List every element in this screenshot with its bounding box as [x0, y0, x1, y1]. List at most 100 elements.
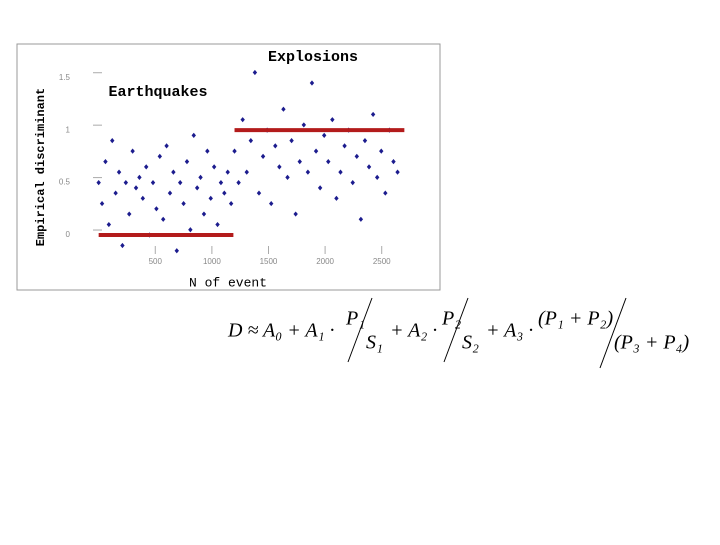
point	[309, 80, 315, 86]
chart-title: Explosions	[268, 49, 358, 66]
point	[133, 185, 139, 191]
point	[338, 169, 343, 175]
point	[321, 132, 327, 139]
point	[391, 159, 396, 165]
fraction-slash	[347, 297, 373, 363]
x-axis-label: N of event	[189, 275, 267, 290]
point	[366, 164, 372, 170]
point	[208, 195, 213, 201]
fraction-slash	[443, 297, 469, 363]
y-tick-label: 0.5	[59, 178, 71, 187]
point	[144, 164, 149, 170]
point	[350, 179, 355, 186]
point	[248, 138, 254, 144]
point	[277, 164, 282, 170]
x-tick-label: 500	[149, 257, 163, 266]
point	[167, 190, 173, 196]
point	[123, 179, 129, 186]
formula-text: D ≈ A₀ + A₁ ·	[227, 320, 335, 342]
point	[374, 174, 380, 180]
y-axis-label: Empirical discriminant	[34, 88, 48, 246]
point	[174, 248, 179, 254]
point	[273, 143, 278, 149]
formula-text: (P₃ + P₄)	[614, 332, 689, 354]
point	[160, 216, 166, 222]
point	[395, 169, 400, 175]
point	[106, 221, 112, 228]
formula-text: S₂	[462, 332, 479, 354]
point	[326, 159, 331, 165]
point	[313, 148, 319, 154]
point	[236, 179, 241, 186]
point	[281, 106, 286, 112]
plot: 1.5 1 0.5 0 500 1000 1500 2000 2500	[59, 69, 405, 266]
formula-text: + A₃ ·	[486, 320, 533, 342]
point	[334, 195, 339, 201]
y-tick-label: 1	[66, 125, 71, 134]
point	[330, 117, 335, 123]
point	[191, 132, 196, 139]
point	[113, 190, 118, 196]
point	[222, 190, 227, 196]
point	[244, 169, 249, 175]
point	[140, 195, 146, 201]
point	[260, 153, 266, 159]
point	[297, 159, 302, 165]
point	[370, 111, 376, 118]
point	[150, 179, 156, 186]
point	[317, 185, 323, 191]
point	[130, 148, 135, 154]
point	[362, 138, 368, 144]
point	[305, 169, 311, 175]
point	[225, 169, 230, 175]
point	[96, 179, 101, 186]
point	[171, 169, 176, 175]
point	[285, 174, 290, 180]
formula-text: (P₁ + P₂)	[538, 308, 613, 330]
annotation: Earthquakes	[108, 84, 207, 101]
point	[188, 227, 193, 233]
point	[240, 117, 245, 123]
point	[252, 69, 258, 76]
point	[116, 169, 122, 175]
point	[383, 190, 388, 196]
point	[120, 242, 125, 249]
formula-text: P₂	[441, 308, 461, 330]
point	[184, 159, 190, 165]
y-tick-label: 1.5	[59, 73, 71, 82]
fraction-slash	[599, 297, 627, 369]
formula: D ≈ A₀ + A₁ · P₁ S₁ + A₂ · P₂ S₂ + A₃ · …	[227, 297, 689, 369]
point	[127, 211, 132, 217]
point	[110, 138, 115, 144]
point	[215, 221, 220, 228]
point	[289, 138, 294, 144]
point	[256, 190, 262, 196]
point	[154, 206, 159, 212]
x-tick-label: 1500	[260, 257, 278, 266]
y-tick-label: 0	[66, 230, 71, 239]
point	[358, 216, 364, 222]
point	[379, 148, 384, 154]
formula-text: + A₂ ·	[390, 320, 437, 342]
point	[198, 174, 203, 180]
point	[342, 143, 347, 149]
point	[205, 148, 210, 154]
point	[228, 200, 234, 207]
point	[181, 200, 186, 207]
chart-frame	[16, 43, 441, 291]
point	[137, 174, 142, 180]
point	[232, 148, 237, 154]
formula-text: P₁	[345, 308, 365, 330]
point	[177, 179, 183, 186]
point	[201, 211, 207, 217]
point	[99, 200, 105, 207]
point	[164, 143, 169, 149]
point	[354, 153, 360, 159]
point	[157, 153, 162, 159]
point	[103, 159, 108, 165]
point	[301, 122, 307, 128]
point	[218, 179, 224, 186]
x-tick-label: 2500	[373, 257, 391, 266]
